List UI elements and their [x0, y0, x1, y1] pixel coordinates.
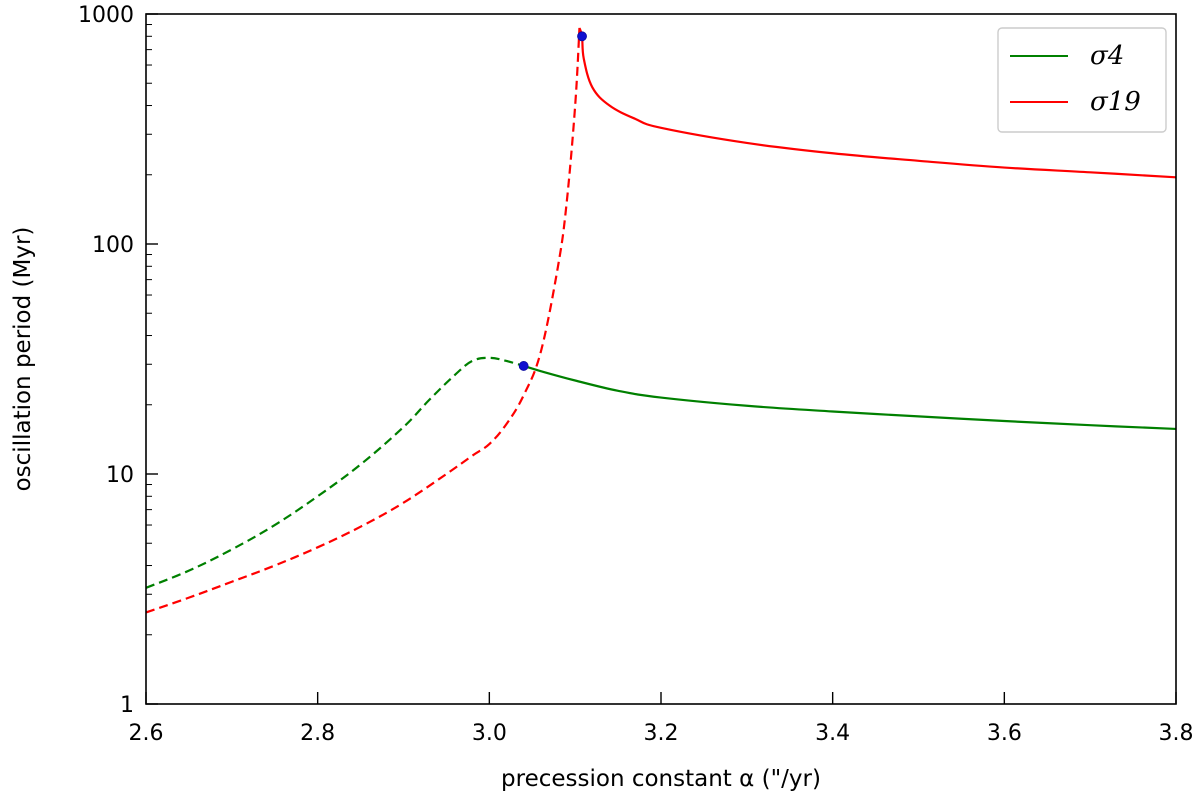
series-line-sigma4-solid — [523, 364, 1177, 431]
y-tick-label: 100 — [92, 233, 134, 258]
series-line-sigma19-solid — [578, 27, 1177, 179]
x-tick-label: 2.8 — [300, 721, 335, 746]
y-tick-label: 10 — [106, 463, 134, 488]
x-tick-label: 3.8 — [1159, 721, 1194, 746]
y-axis-label: oscillation period (Myr) — [10, 227, 36, 492]
y-tick-label: 1 — [120, 693, 134, 718]
x-tick-label: 3.0 — [472, 721, 507, 746]
y-tick-label: 1000 — [78, 3, 134, 28]
series-line-sigma4-dashed — [145, 356, 524, 589]
legend-label-sigma4: σ4 — [1090, 41, 1124, 71]
legend-label-sigma19: σ19 — [1090, 87, 1141, 117]
transition-point-sigma19 — [577, 31, 587, 42]
legend: σ4 σ19 — [997, 27, 1167, 133]
x-tick-label: 3.2 — [644, 721, 679, 746]
legend-box — [997, 27, 1167, 133]
series-line-sigma19-dashed — [145, 27, 581, 614]
x-tick-label: 3.6 — [987, 721, 1022, 746]
x-axis-label: precession constant α ("/yr) — [501, 766, 821, 792]
transition-point-sigma4 — [518, 361, 529, 371]
x-tick-label: 2.6 — [129, 721, 164, 746]
x-tick-label: 3.4 — [815, 721, 850, 746]
